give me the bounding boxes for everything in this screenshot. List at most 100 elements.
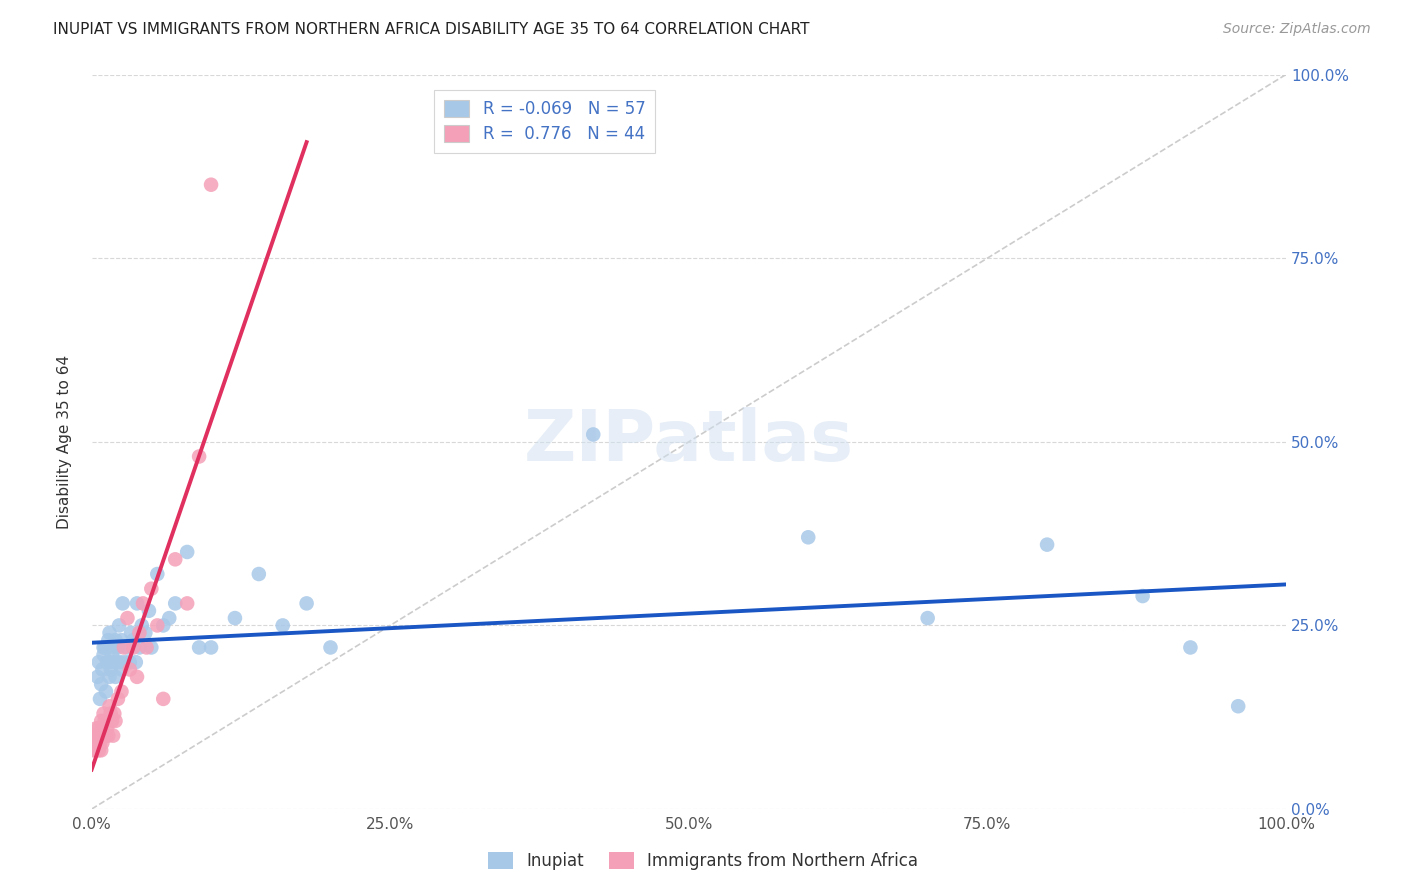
Point bbox=[94, 684, 117, 698]
Point bbox=[271, 618, 294, 632]
Point bbox=[110, 684, 132, 698]
Point bbox=[797, 530, 820, 544]
Point bbox=[146, 618, 169, 632]
Point bbox=[86, 743, 108, 757]
Point bbox=[319, 640, 342, 655]
Point bbox=[98, 670, 121, 684]
Point bbox=[146, 567, 169, 582]
Text: INUPIAT VS IMMIGRANTS FROM NORTHERN AFRICA DISABILITY AGE 35 TO 64 CORRELATION C: INUPIAT VS IMMIGRANTS FROM NORTHERN AFRI… bbox=[53, 22, 810, 37]
Point bbox=[1180, 640, 1202, 655]
Point bbox=[94, 729, 117, 743]
Point bbox=[1132, 589, 1154, 603]
Point bbox=[131, 618, 153, 632]
Point bbox=[118, 655, 141, 669]
Point bbox=[91, 736, 114, 750]
Point bbox=[104, 633, 127, 648]
Point bbox=[101, 714, 124, 728]
Point bbox=[188, 450, 211, 464]
Point bbox=[96, 655, 118, 669]
Point bbox=[84, 729, 107, 743]
Point bbox=[100, 706, 122, 721]
Point bbox=[107, 640, 129, 655]
Point bbox=[128, 640, 150, 655]
Point bbox=[93, 729, 115, 743]
Point bbox=[86, 670, 108, 684]
Point bbox=[89, 692, 111, 706]
Point bbox=[104, 670, 127, 684]
Point bbox=[114, 655, 136, 669]
Point bbox=[90, 677, 112, 691]
Point bbox=[94, 714, 117, 728]
Point bbox=[100, 663, 122, 677]
Point bbox=[101, 655, 124, 669]
Point bbox=[176, 545, 198, 559]
Point bbox=[101, 729, 124, 743]
Point bbox=[101, 648, 124, 662]
Point bbox=[93, 706, 115, 721]
Point bbox=[165, 552, 187, 566]
Point bbox=[91, 721, 114, 735]
Point bbox=[105, 655, 128, 669]
Point bbox=[90, 743, 112, 757]
Point bbox=[86, 729, 108, 743]
Point bbox=[122, 640, 145, 655]
Point bbox=[224, 611, 246, 625]
Point bbox=[93, 640, 115, 655]
Point bbox=[188, 640, 211, 655]
Point bbox=[247, 567, 270, 582]
Point bbox=[104, 714, 127, 728]
Point bbox=[125, 596, 148, 610]
Point bbox=[141, 640, 163, 655]
Point bbox=[94, 640, 117, 655]
Point bbox=[165, 596, 187, 610]
Point bbox=[89, 736, 111, 750]
Point bbox=[91, 663, 114, 677]
Point bbox=[138, 604, 160, 618]
Point bbox=[141, 582, 163, 596]
Point bbox=[93, 648, 115, 662]
Point bbox=[110, 655, 132, 669]
Point bbox=[89, 729, 111, 743]
Point bbox=[917, 611, 939, 625]
Point bbox=[107, 692, 129, 706]
Point bbox=[110, 663, 132, 677]
Point bbox=[86, 736, 108, 750]
Point bbox=[87, 721, 110, 735]
Point bbox=[176, 596, 198, 610]
Point bbox=[125, 655, 148, 669]
Point bbox=[103, 706, 125, 721]
Point bbox=[108, 618, 131, 632]
Point bbox=[582, 427, 605, 442]
Point bbox=[200, 640, 222, 655]
Point bbox=[1227, 699, 1250, 714]
Point bbox=[87, 743, 110, 757]
Point bbox=[103, 640, 125, 655]
Text: ZIPatlas: ZIPatlas bbox=[523, 408, 853, 476]
Point bbox=[110, 633, 132, 648]
Point bbox=[117, 611, 139, 625]
Point bbox=[112, 640, 135, 655]
Point bbox=[97, 633, 120, 648]
Point bbox=[117, 640, 139, 655]
Y-axis label: Disability Age 35 to 64: Disability Age 35 to 64 bbox=[58, 355, 72, 529]
Point bbox=[84, 736, 107, 750]
Legend: Inupiat, Immigrants from Northern Africa: Inupiat, Immigrants from Northern Africa bbox=[481, 845, 925, 877]
Point bbox=[96, 721, 118, 735]
Point bbox=[83, 743, 105, 757]
Point bbox=[98, 699, 121, 714]
Point bbox=[87, 655, 110, 669]
Point bbox=[111, 596, 134, 610]
Point bbox=[157, 611, 180, 625]
Point bbox=[90, 714, 112, 728]
Point bbox=[97, 729, 120, 743]
Point bbox=[152, 618, 174, 632]
Point bbox=[1036, 538, 1059, 552]
Text: Source: ZipAtlas.com: Source: ZipAtlas.com bbox=[1223, 22, 1371, 37]
Point bbox=[132, 596, 155, 610]
Point bbox=[86, 721, 108, 735]
Point bbox=[128, 625, 150, 640]
Point bbox=[295, 596, 318, 610]
Point bbox=[98, 625, 121, 640]
Point bbox=[134, 625, 156, 640]
Point bbox=[118, 663, 141, 677]
